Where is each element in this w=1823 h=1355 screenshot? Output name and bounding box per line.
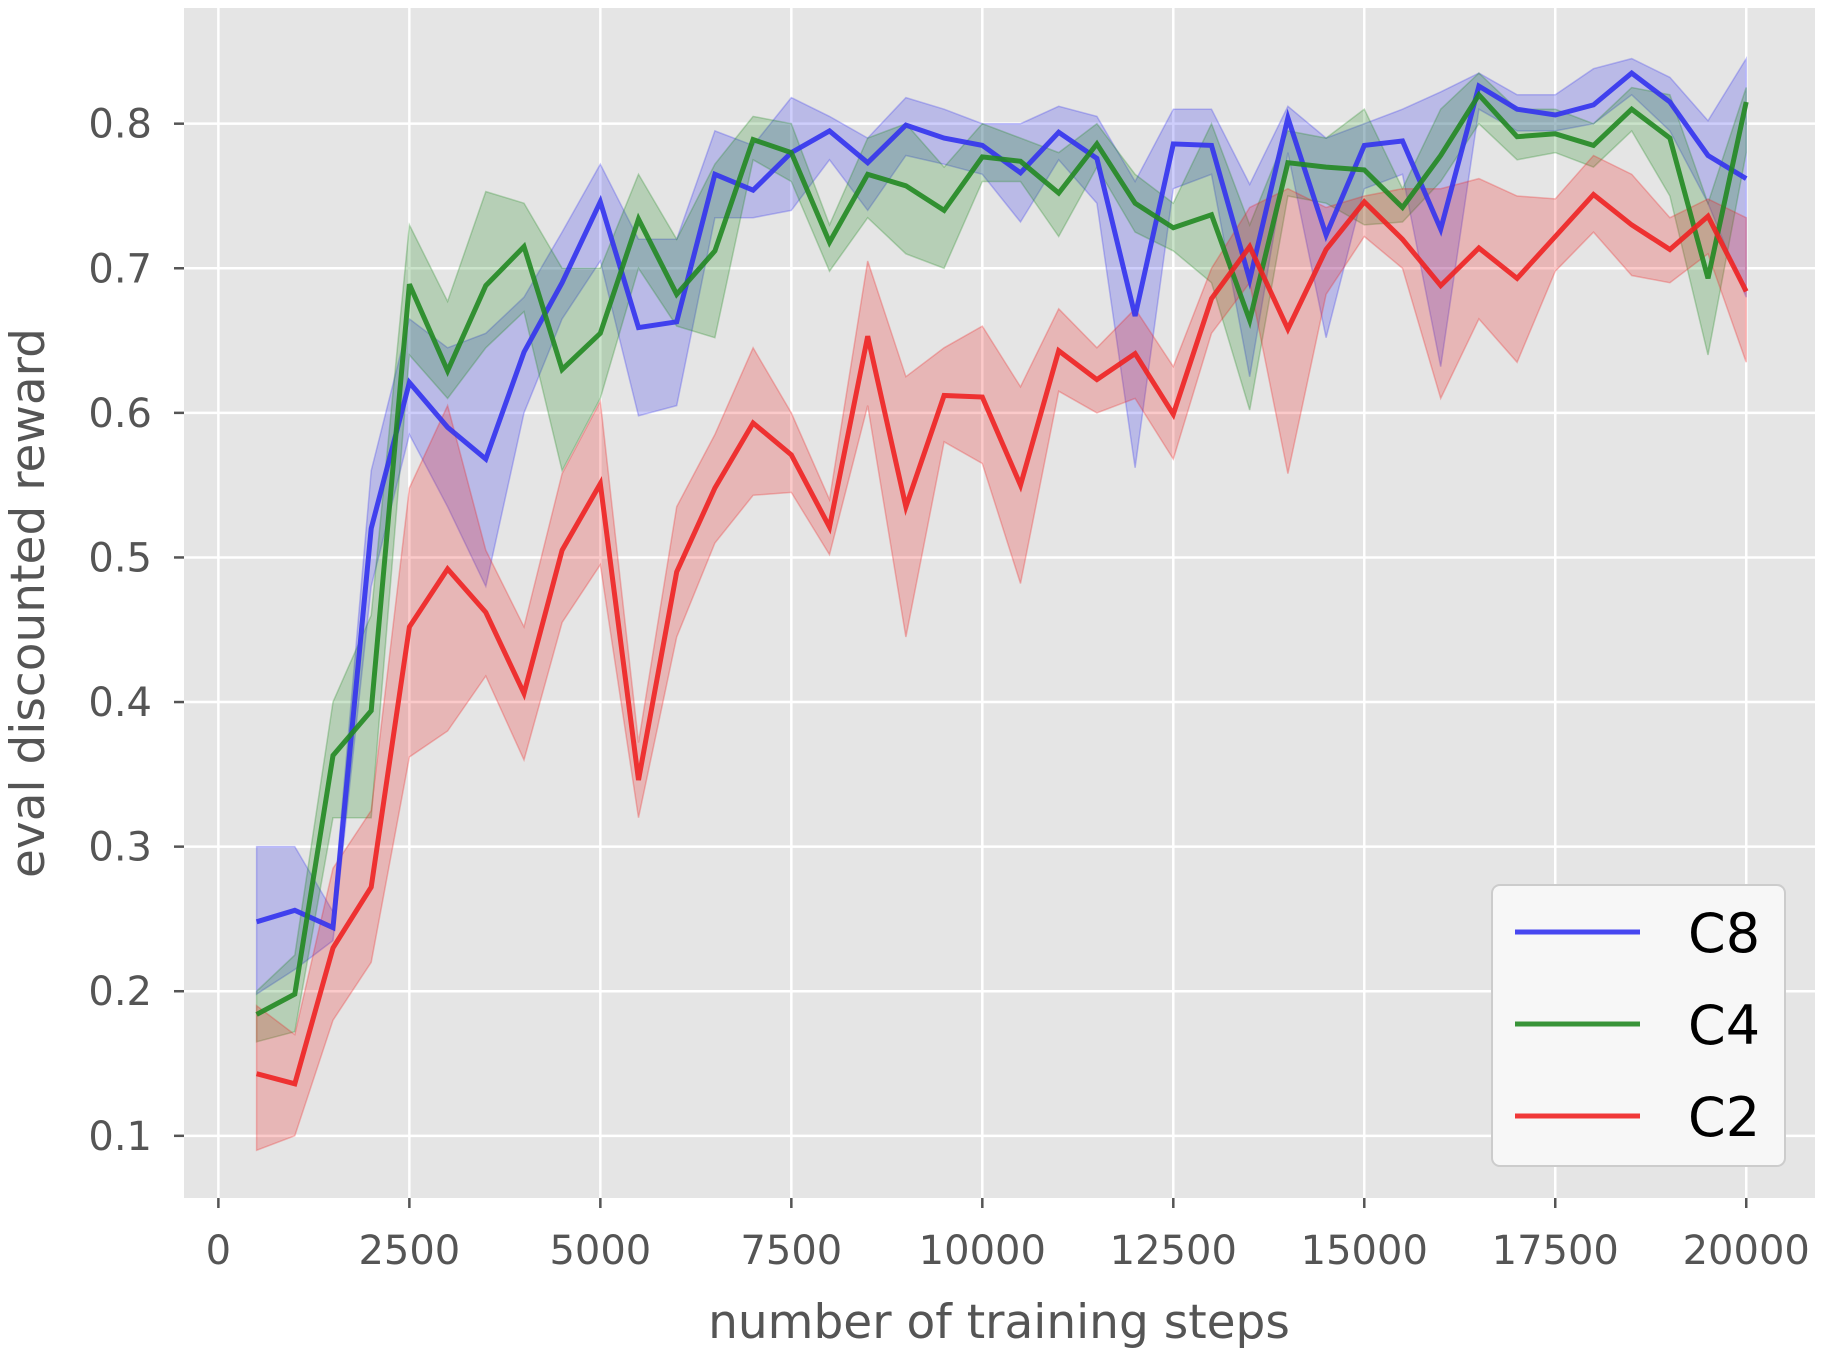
legend: C8 C4 C2 [1491,884,1786,1167]
x-tick-label: 10000 [919,1228,1046,1274]
y-tick-label: 0.3 [88,825,152,871]
x-tick-label: 15000 [1301,1228,1428,1274]
x-tick-label: 12500 [1110,1228,1237,1274]
legend-label-c4: C4 [1688,994,1760,1057]
y-tick-label: 0.6 [88,391,152,437]
y-tick-label: 0.7 [88,246,152,292]
y-tick-label: 0.2 [88,969,152,1015]
y-tick-label: 0.4 [88,680,152,726]
band-c2 [255,154,1747,1152]
series-line-c4 [255,90,1749,1017]
x-tick-label: 17500 [1492,1228,1619,1274]
legend-label-c8: C8 [1688,902,1760,965]
y-axis-label: eval discounted reward [1,328,56,878]
x-tick-label: 20000 [1683,1228,1810,1274]
legend-label-c2: C2 [1688,1086,1760,1149]
x-axis-label: number of training steps [708,1295,1290,1350]
x-tick-label: 2500 [358,1228,460,1274]
series-line-c2 [255,191,1749,1087]
x-axis-ticks: 0 2500 5000 7500 10000 12500 15000 17500 20000 [206,1198,1810,1274]
y-tick-label: 0.5 [88,535,152,581]
series-lines [255,69,1749,1087]
band-c4 [255,72,1747,1043]
y-tick-label: 0.8 [88,102,152,148]
x-tick-label: 7500 [740,1228,842,1274]
x-tick-label: 5000 [549,1228,651,1274]
x-tick-label: 0 [206,1228,231,1274]
y-tick-label: 0.1 [88,1114,152,1160]
y-axis-ticks: 0.1 0.2 0.3 0.4 0.5 0.6 0.7 0.8 [88,102,184,1160]
